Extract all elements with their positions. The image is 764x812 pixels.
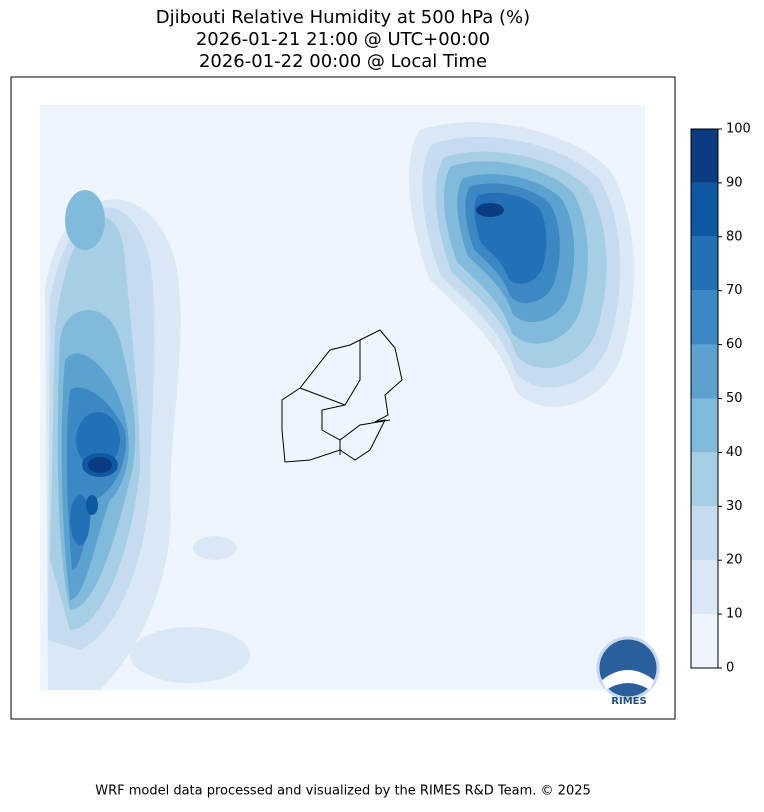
logo-label: RIMES xyxy=(611,696,646,707)
humidity-field xyxy=(40,105,645,690)
colorbar-segment xyxy=(691,506,718,561)
logo: RIMES xyxy=(596,636,660,707)
tick-label: 100 xyxy=(726,122,751,137)
colorbar-segment xyxy=(691,398,718,453)
colorbar-segment xyxy=(691,560,718,615)
contour xyxy=(86,495,98,515)
title: 2026-01-22 00:00 @ Local Time xyxy=(199,51,487,72)
tick-label: 90 xyxy=(726,175,743,190)
tick-label: 60 xyxy=(726,337,743,352)
colorbar-segment xyxy=(691,614,718,668)
contour xyxy=(70,495,90,545)
colorbar-segment xyxy=(691,290,718,345)
contour xyxy=(130,627,250,683)
colorbar: 0 10 20 30 40 50 60 70 80 90 100 xyxy=(690,122,751,676)
tick-label: 70 xyxy=(726,283,743,298)
tick-label: 20 xyxy=(726,553,743,568)
title: Djibouti Relative Humidity at 500 hPa (%… xyxy=(156,7,530,28)
contour xyxy=(193,536,237,560)
colorbar-segment xyxy=(691,236,718,291)
footer: WRF model data processed and visualized … xyxy=(95,784,591,799)
colorbar-segment xyxy=(691,452,718,507)
contour xyxy=(76,412,120,468)
colorbar-segment xyxy=(691,182,718,237)
tick-label: 50 xyxy=(726,391,743,406)
tick-label: 30 xyxy=(726,499,743,514)
colorbar-segment xyxy=(691,129,718,183)
contour xyxy=(476,203,504,217)
tick-label: 10 xyxy=(726,607,743,622)
title: 2026-01-21 21:00 @ UTC+00:00 xyxy=(196,29,490,50)
tick-label: 80 xyxy=(726,229,743,244)
djibouti-borders xyxy=(281,329,403,463)
tick-label: 0 xyxy=(726,661,734,676)
colorbar-segment xyxy=(691,344,718,399)
tick-label: 40 xyxy=(726,445,743,460)
contour xyxy=(88,457,112,473)
contour xyxy=(65,190,105,250)
